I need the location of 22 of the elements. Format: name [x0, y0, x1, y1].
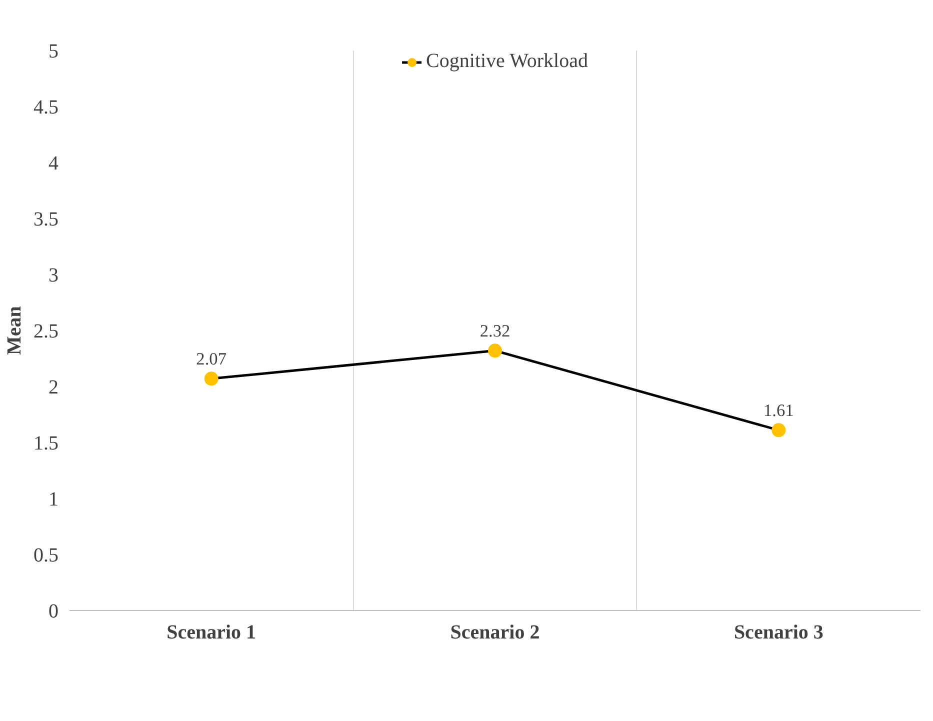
point	[204, 372, 218, 386]
y-tick-label: 3	[48, 264, 58, 286]
y-tick-label: 1	[48, 488, 58, 510]
point	[488, 344, 502, 358]
x-tick-label: Scenario 3	[734, 622, 824, 644]
y-tick-label: 2	[48, 376, 58, 398]
y-tick-label: 0	[48, 600, 58, 622]
y-axis-title: Mean	[4, 306, 26, 355]
data-label: 1.61	[764, 401, 794, 420]
x-tick-label: Scenario 1	[166, 622, 256, 644]
y-tick-label: 3.5	[34, 208, 58, 230]
y-tick-label: 0.5	[34, 544, 58, 566]
y-tick-label: 4	[48, 152, 58, 174]
y-tick-label: 4.5	[34, 96, 58, 118]
y-tick-label: 1.5	[34, 432, 58, 454]
data-label: 2.07	[196, 350, 227, 369]
legend-label: Cognitive Workload	[426, 50, 588, 73]
y-tick-label: 5	[48, 40, 58, 62]
data-label: 2.32	[480, 322, 510, 341]
x-tick-label: Scenario 2	[450, 622, 540, 644]
y-tick-label: 2.5	[34, 320, 58, 342]
point	[772, 423, 786, 438]
